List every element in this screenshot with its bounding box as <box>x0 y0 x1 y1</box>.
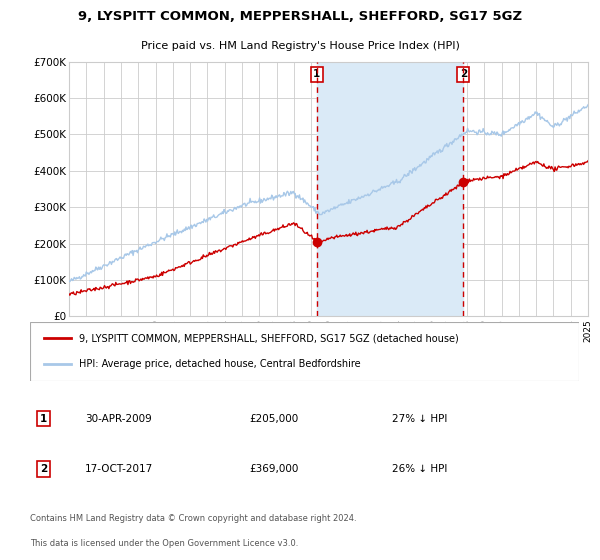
Text: £205,000: £205,000 <box>250 413 299 423</box>
Text: 26% ↓ HPI: 26% ↓ HPI <box>392 464 448 474</box>
Bar <box>317 62 463 316</box>
Text: HPI: Average price, detached house, Central Bedfordshire: HPI: Average price, detached house, Cent… <box>79 360 361 370</box>
Text: 27% ↓ HPI: 27% ↓ HPI <box>392 413 448 423</box>
Text: 2: 2 <box>40 464 47 474</box>
Text: £369,000: £369,000 <box>250 464 299 474</box>
Text: 2: 2 <box>460 69 467 80</box>
Text: Contains HM Land Registry data © Crown copyright and database right 2024.: Contains HM Land Registry data © Crown c… <box>30 515 356 524</box>
Text: Price paid vs. HM Land Registry's House Price Index (HPI): Price paid vs. HM Land Registry's House … <box>140 41 460 51</box>
Text: 9, LYSPITT COMMON, MEPPERSHALL, SHEFFORD, SG17 5GZ: 9, LYSPITT COMMON, MEPPERSHALL, SHEFFORD… <box>78 10 522 23</box>
Text: This data is licensed under the Open Government Licence v3.0.: This data is licensed under the Open Gov… <box>30 539 298 548</box>
Text: 30-APR-2009: 30-APR-2009 <box>85 413 152 423</box>
Text: 17-OCT-2017: 17-OCT-2017 <box>85 464 153 474</box>
Text: 1: 1 <box>313 69 320 80</box>
FancyBboxPatch shape <box>30 322 579 381</box>
Text: 9, LYSPITT COMMON, MEPPERSHALL, SHEFFORD, SG17 5GZ (detached house): 9, LYSPITT COMMON, MEPPERSHALL, SHEFFORD… <box>79 333 459 343</box>
Text: 1: 1 <box>40 413 47 423</box>
